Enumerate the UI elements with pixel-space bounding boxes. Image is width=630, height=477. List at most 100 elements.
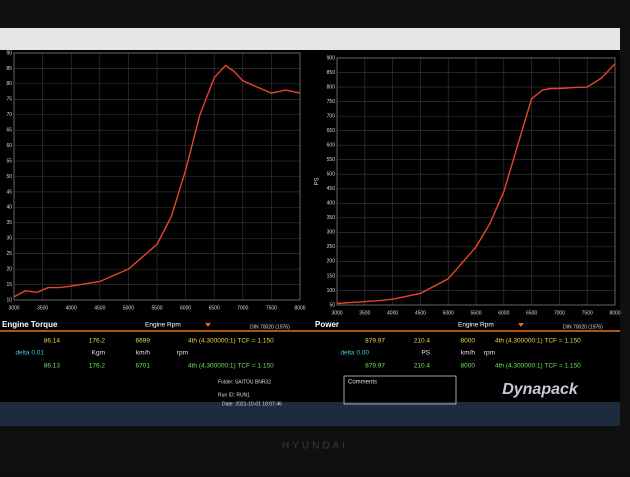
y-tick-label: 250 — [327, 244, 336, 250]
readout-value: 4th (4.300000:1) TCF = 1.150 — [188, 363, 274, 370]
readout-value: rpm — [177, 350, 188, 357]
y-tick-label: 200 — [327, 259, 336, 265]
readout-value: 4th (4.300000:1) TCF = 1.150 — [188, 338, 274, 345]
readout-value: 6699 — [136, 338, 151, 345]
y-tick-label: 60 — [6, 143, 12, 149]
x-tick-label: 8000 — [294, 305, 305, 311]
x-tick-label: 7000 — [554, 310, 565, 316]
x-tick-label: 5000 — [443, 310, 454, 316]
y-tick-label: 70 — [6, 112, 12, 118]
y-tick-label: 50 — [329, 302, 335, 308]
x-tick-label: 4000 — [66, 305, 77, 311]
logo: Dynapack — [502, 381, 579, 398]
readout-value: 879.97 — [365, 363, 385, 370]
y-tick-label: 10 — [6, 297, 12, 303]
x-axis-label: Engine Rpm — [145, 322, 181, 329]
date: Date: 2021-10-01 18:07:46 — [222, 401, 282, 407]
y-tick-label: 85 — [6, 66, 12, 72]
y-tick-label: 350 — [327, 215, 336, 221]
readout-value: PS — [421, 350, 430, 357]
x-tick-label: 5000 — [123, 305, 134, 311]
y-tick-label: 40 — [6, 205, 12, 211]
y-tick-label: 150 — [327, 273, 336, 279]
y-tick-label: 25 — [6, 251, 12, 257]
readout-value: 6701 — [136, 363, 151, 370]
y-tick-label: 550 — [327, 157, 336, 163]
chart-title: Power — [315, 320, 339, 329]
y-tick-label: 400 — [327, 201, 336, 207]
x-tick-label: 7500 — [582, 310, 593, 316]
readout-value: rpm — [484, 350, 495, 357]
x-axis-label: Engine Rpm — [458, 322, 494, 329]
readout-value: 210.4 — [414, 363, 431, 370]
y-tick-label: 65 — [6, 128, 12, 134]
y-tick-label: 80 — [6, 81, 12, 87]
x-tick-label: 3500 — [359, 310, 370, 316]
readout-value: delta 0.01 — [15, 350, 44, 357]
x-tick-label: 3000 — [331, 310, 342, 316]
readout-value: 176.2 — [89, 363, 106, 370]
x-tick-label: 6000 — [498, 310, 509, 316]
readout-value: km/h — [136, 350, 150, 357]
x-tick-label: 6000 — [180, 305, 191, 311]
readout-value: 4th (4.300000:1) TCF = 1.150 — [495, 363, 581, 370]
y-tick-label: 15 — [6, 282, 12, 288]
y-tick-label: 35 — [6, 220, 12, 226]
plot-frame — [13, 52, 301, 301]
y-tick-label: 30 — [6, 236, 12, 242]
folder: Folder: SAITOU BNR32 — [218, 379, 271, 385]
x-tick-label: 7000 — [237, 305, 248, 311]
y-tick-label: 850 — [327, 70, 336, 76]
readout-value: km/h — [461, 350, 475, 357]
toolbar-strip — [0, 28, 620, 50]
taskbar — [0, 402, 620, 426]
plot-frame — [336, 57, 616, 306]
readout-value: 879.97 — [365, 338, 385, 345]
y-tick-label: 450 — [327, 186, 336, 192]
y-tick-label: 100 — [327, 288, 336, 294]
curve — [13, 64, 301, 298]
y-tick-label: 500 — [327, 172, 336, 178]
x-tick-label: 6500 — [526, 310, 537, 316]
chart-title: Engine Torque — [2, 320, 58, 329]
brand: HYUNDAI — [282, 441, 348, 452]
x-tick-label: 4500 — [94, 305, 105, 311]
readout-value: 210.4 — [414, 338, 431, 345]
standard-label: DIN 70020 (1976) — [250, 324, 290, 330]
x-tick-label: 8000 — [609, 310, 620, 316]
y-tick-label: 700 — [327, 113, 336, 119]
x-tick-label: 3000 — [8, 305, 19, 311]
y-tick-label: 75 — [6, 97, 12, 103]
comments-box — [343, 375, 457, 405]
x-tick-label: 6500 — [209, 305, 220, 311]
y-axis-label: PS — [315, 177, 321, 185]
y-tick-label: 45 — [6, 189, 12, 195]
x-tick-label: 7500 — [266, 305, 277, 311]
run-id: Run ID: RUN1 — [218, 392, 250, 398]
app-area — [0, 50, 620, 402]
readout-value: 86.13 — [44, 363, 61, 370]
x-tick-label: 4500 — [415, 310, 426, 316]
readout-value: 4th (4.300000:1) TCF = 1.150 — [495, 338, 581, 345]
y-tick-label: 900 — [327, 55, 336, 61]
y-tick-label: 55 — [6, 158, 12, 164]
y-tick-label: 800 — [327, 84, 336, 90]
y-tick-label: 300 — [327, 230, 336, 236]
comments-label: Comments — [348, 380, 377, 386]
y-tick-label: 750 — [327, 99, 336, 105]
x-tick-label: 4000 — [387, 310, 398, 316]
y-tick-label: 650 — [327, 128, 336, 134]
dropdown-arrow — [518, 323, 524, 327]
dropdown-arrow — [205, 323, 211, 327]
readout-value: 176.2 — [89, 338, 106, 345]
standard-label: DIN 70020 (1976) — [563, 324, 603, 330]
y-tick-label: 90 — [6, 50, 12, 56]
x-tick-label: 5500 — [470, 310, 481, 316]
y-tick-label: 50 — [6, 174, 12, 180]
y-tick-label: 20 — [6, 266, 12, 272]
y-tick-label: 600 — [327, 143, 336, 149]
readout-value: delta 0.00 — [340, 350, 369, 357]
readout-value: 8000 — [461, 363, 476, 370]
x-tick-label: 3500 — [37, 305, 48, 311]
